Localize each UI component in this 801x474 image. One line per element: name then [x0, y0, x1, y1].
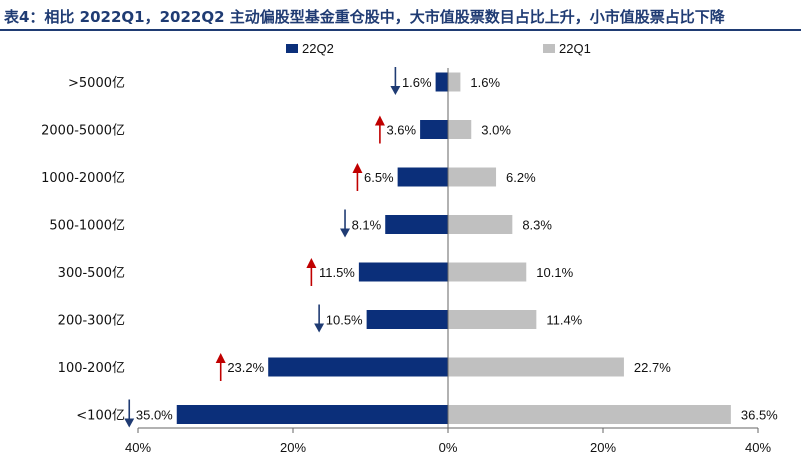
bar-22q2 — [268, 357, 448, 377]
value-label-22q1: 10.1% — [536, 265, 573, 280]
value-label-22q1: 1.6% — [470, 75, 500, 90]
x-tick-label: 0% — [439, 440, 458, 455]
title-bar: 表4：相比 2022Q1，2022Q2 主动偏股型基金重仓股中，大市值股票数目占… — [0, 0, 801, 31]
bar-22q2 — [397, 167, 448, 187]
bar-22q2 — [435, 72, 448, 92]
title-rule — [0, 29, 801, 31]
bar-22q2 — [358, 262, 448, 282]
value-label-22q2: 11.5% — [319, 265, 355, 280]
bar-22q1 — [448, 215, 513, 234]
x-tick-label: 40% — [745, 440, 771, 455]
category-label: 200-300亿 — [58, 314, 125, 329]
value-label-22q1: 11.4% — [546, 313, 582, 328]
category-label: 1000-2000亿 — [41, 171, 125, 186]
value-label-22q2: 10.5% — [326, 313, 363, 328]
value-label-22q1: 22.7% — [634, 360, 671, 375]
value-label-22q2: 35.0% — [136, 408, 173, 423]
category-label: 100-200亿 — [58, 361, 125, 376]
legend-swatch-22q2 — [286, 44, 298, 53]
value-label-22q2: 6.5% — [364, 170, 394, 185]
value-label-22q2: 8.1% — [352, 218, 382, 233]
bar-22q1 — [448, 405, 731, 424]
bar-22q1 — [448, 72, 461, 92]
category-label: 300-500亿 — [58, 266, 125, 281]
value-label-22q1: 3.0% — [481, 123, 511, 138]
arrow-down-head — [124, 418, 135, 428]
bar-22q1 — [448, 167, 497, 187]
legend-swatch-22q1 — [543, 44, 555, 53]
value-label-22q2: 23.2% — [227, 360, 264, 375]
arrow-up-head — [374, 115, 385, 126]
arrow-up-head — [306, 258, 317, 268]
value-label-22q2: 1.6% — [402, 75, 432, 90]
arrow-up-head — [352, 163, 363, 173]
bar-22q1 — [448, 310, 537, 329]
bar-22q1 — [448, 357, 624, 377]
arrow-up-head — [215, 353, 226, 363]
legend-label-22q1: 22Q1 — [559, 41, 591, 56]
value-label-22q2: 3.6% — [386, 123, 416, 138]
x-tick-label: 20% — [590, 440, 616, 455]
chart-title: 表4：相比 2022Q1，2022Q2 主动偏股型基金重仓股中，大市值股票数目占… — [4, 8, 725, 26]
value-label-22q1: 8.3% — [522, 218, 552, 233]
x-tick-label: 40% — [125, 440, 151, 455]
value-label-22q1: 6.2% — [506, 170, 536, 185]
bar-22q2 — [385, 215, 448, 234]
bar-22q2 — [420, 120, 448, 139]
bar-22q2 — [176, 405, 448, 424]
x-tick-label: 20% — [280, 440, 306, 455]
bar-22q2 — [366, 310, 448, 329]
category-label: >5000亿 — [68, 76, 125, 91]
legend-label-22q2: 22Q2 — [302, 41, 334, 56]
arrow-down-head — [340, 228, 351, 238]
arrow-down-head — [390, 86, 401, 95]
value-label-22q1: 36.5% — [741, 408, 778, 423]
category-label: 500-1000亿 — [49, 219, 125, 234]
arrow-down-head — [314, 323, 325, 333]
bar-22q1 — [448, 120, 472, 139]
category-label: 2000-5000亿 — [41, 124, 125, 139]
category-label: <100亿 — [76, 409, 125, 424]
bar-22q1 — [448, 262, 527, 282]
